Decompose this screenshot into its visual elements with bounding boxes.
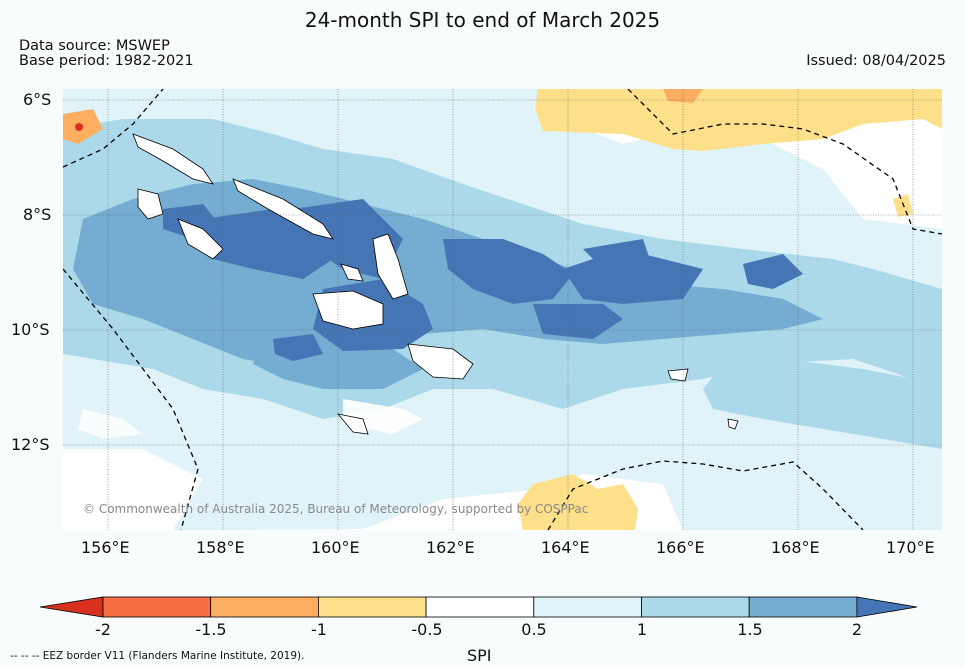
spi-map-canvas <box>63 89 942 530</box>
colorbar-segment <box>317 596 427 618</box>
islands <box>132 133 739 435</box>
lon-label-162e: 162°E <box>426 538 475 557</box>
lon-label-160e: 160°E <box>311 538 360 557</box>
colorbar-tick: -1 <box>311 620 327 639</box>
spi-colorbar <box>40 596 918 618</box>
base-period: Base period: 1982-2021 <box>19 53 194 69</box>
colorbar-segment <box>210 596 319 618</box>
colorbar-extend-low <box>40 596 104 618</box>
colorbar-tick: 1.5 <box>737 620 763 639</box>
lon-label-156e: 156°E <box>81 538 130 557</box>
data-source: Data source: MSWEP <box>19 38 170 54</box>
lon-label-158e: 158°E <box>196 538 245 557</box>
map-title: 24-month SPI to end of March 2025 <box>304 8 661 32</box>
lat-label-12s: 12°S <box>11 435 50 454</box>
colorbar-tick: 0.5 <box>521 620 547 639</box>
colorbar-segment <box>533 596 642 618</box>
graticule <box>63 89 942 530</box>
eez-borders <box>63 89 942 530</box>
colorbar-segment <box>425 596 535 618</box>
lon-label-168e: 168°E <box>771 538 820 557</box>
lon-label-166e: 166°E <box>656 538 705 557</box>
lat-label-10s: 10°S <box>11 320 50 339</box>
colorbar-segment <box>102 596 212 618</box>
issued-date: Issued: 08/04/2025 <box>806 53 946 69</box>
colorbar-tick: 1 <box>636 620 648 639</box>
colorbar-tick: -2 <box>95 620 111 639</box>
spi-map <box>63 89 942 530</box>
colorbar-segment <box>748 596 858 618</box>
colorbar-label: SPI <box>467 646 492 665</box>
spi-dry-area-north <box>535 89 942 151</box>
colorbar-tick: -0.5 <box>411 620 443 639</box>
copyright-notice: © Commonwealth of Australia 2025, Bureau… <box>83 502 589 516</box>
lat-label-8s: 8°S <box>23 205 52 224</box>
colorbar-tick: 2 <box>851 620 863 639</box>
spi-dry-area-south <box>518 474 638 530</box>
colorbar-tick: -1.5 <box>195 620 227 639</box>
lat-label-6s: 6°S <box>23 90 52 109</box>
colorbar-extend-high <box>856 596 918 618</box>
colorbar-segment <box>641 596 750 618</box>
lon-label-170e: 170°E <box>886 538 935 557</box>
eez-legend: -- -- -- EEZ border V11 (Flanders Marine… <box>10 650 305 662</box>
lon-label-164e: 164°E <box>541 538 590 557</box>
